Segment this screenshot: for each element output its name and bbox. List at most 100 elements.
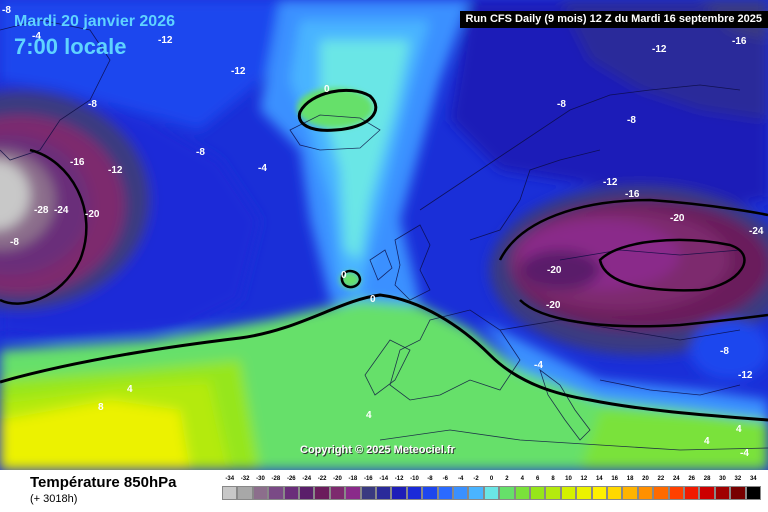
contour-label: -16 (625, 189, 640, 200)
legend-swatch (591, 486, 607, 500)
legend-label: -34 (225, 476, 235, 482)
legend-label: 0 (489, 476, 494, 482)
legend-label: -20 (333, 476, 342, 482)
contour-label: -4 (534, 360, 543, 371)
contour-label: -8 (720, 346, 729, 357)
legend-label: -26 (286, 476, 296, 482)
contour-labels: -8 -4 -12 -12 -8 0 -8 -16 -12 -4 -28 -24… (2, 5, 764, 459)
legend-swatch (437, 486, 453, 500)
contour-label: -8 (627, 115, 636, 126)
legend-swatch (453, 486, 469, 500)
legend-swatch (283, 486, 299, 500)
legend-label: 18 (626, 476, 634, 482)
contour-label: -4 (740, 448, 749, 459)
temperature-map: -8 -4 -12 -12 -8 0 -8 -16 -12 -4 -28 -24… (0, 0, 768, 470)
legend-label: 10 (565, 476, 572, 482)
legend-label: -10 (410, 476, 419, 482)
contour-label: -16 (732, 36, 747, 47)
legend-label: -2 (473, 476, 479, 482)
legend-label: 22 (657, 476, 665, 482)
contour-label: -12 (652, 44, 667, 55)
forecast-date: Mardi 20 janvier 2026 (14, 13, 175, 30)
legend-swatch (406, 486, 423, 500)
contour-label: -12 (603, 177, 618, 188)
legend-swatch (745, 486, 761, 500)
legend-swatch (391, 486, 407, 500)
legend-swatch (653, 486, 669, 500)
contour-label: 0 (370, 294, 376, 305)
legend-label: 6 (536, 476, 540, 482)
contour-label: -24 (54, 205, 69, 216)
contour-label: 0 (341, 270, 347, 281)
contour-label: -12 (231, 66, 246, 77)
legend-swatch (576, 486, 592, 500)
contour-label: 4 (736, 424, 742, 435)
legend-label: 4 (520, 476, 524, 482)
legend-swatch (237, 486, 253, 500)
legend-label: 34 (749, 476, 757, 482)
legend-swatch (314, 486, 330, 500)
legend-label: -24 (302, 476, 312, 482)
contour-label: 4 (366, 410, 372, 421)
contour-label: -24 (749, 226, 764, 237)
contour-label: -8 (2, 5, 11, 16)
copyright-text: Copyright © 2025 Meteociel.fr (300, 444, 455, 456)
legend-swatch (714, 486, 731, 500)
legend-label: 26 (688, 476, 696, 482)
legend-swatch (637, 486, 654, 500)
legend-label: 14 (595, 476, 603, 482)
contour-label: -4 (32, 31, 41, 42)
contour-label: -20 (546, 300, 561, 311)
legend-swatch (468, 486, 484, 500)
contour-label: -12 (108, 165, 123, 176)
contour-label: 4 (704, 436, 710, 447)
contour-label: -4 (258, 163, 267, 174)
legend-label: -8 (427, 476, 433, 482)
legend-swatch (299, 486, 315, 500)
legend-label: 30 (719, 476, 726, 482)
legend-swatch (499, 486, 515, 500)
zero-isotherm (0, 293, 768, 422)
legend-label: 24 (672, 476, 680, 482)
contour-label: -8 (88, 99, 97, 110)
legend-swatch (699, 486, 715, 500)
legend-swatch (560, 486, 577, 500)
legend-label: -16 (363, 476, 373, 482)
legend-swatch (222, 486, 238, 500)
contour-label: 4 (127, 384, 133, 395)
legend-swatch (514, 486, 530, 500)
legend-label: -28 (271, 476, 281, 482)
legend-swatch (668, 486, 684, 500)
forecast-hours: (+ 3018h) (30, 493, 78, 505)
legend-swatch (360, 486, 376, 500)
contour-label: -12 (738, 370, 753, 381)
legend-swatch (329, 486, 346, 500)
legend-swatch (345, 486, 361, 500)
footer-bar: Température 850hPa (+ 3018h) -34 -32 -30 -2… (0, 470, 768, 512)
coastlines (0, 19, 768, 451)
legend-label: -30 (256, 476, 265, 482)
contour-label: -20 (670, 213, 685, 224)
legend-label: -18 (348, 476, 358, 482)
legend-label: -14 (379, 476, 389, 482)
contour-label: 0 (324, 84, 330, 95)
legend-label: 20 (642, 476, 649, 482)
legend-swatch (252, 486, 269, 500)
legend-label: 2 (505, 476, 509, 482)
legend-label: -6 (442, 476, 448, 482)
contour-label: -8 (196, 147, 205, 158)
legend-label: 12 (580, 476, 588, 482)
legend-swatch (730, 486, 746, 500)
legend-label: -12 (394, 476, 404, 482)
legend-swatch (607, 486, 623, 500)
legend-swatch (483, 486, 500, 500)
legend-swatch (376, 486, 392, 500)
legend-swatch (545, 486, 561, 500)
legend-swatch (530, 486, 546, 500)
contour-label: -20 (85, 209, 100, 220)
legend-label: -32 (240, 476, 250, 482)
map-canvas: -8 -4 -12 -12 -8 0 -8 -16 -12 -4 -28 -24… (0, 0, 768, 470)
temperature-field (0, 0, 768, 470)
legend-swatch (684, 486, 700, 500)
run-info-banner: Run CFS Daily (9 mois) 12 Z du Mardi 16 … (459, 11, 768, 28)
